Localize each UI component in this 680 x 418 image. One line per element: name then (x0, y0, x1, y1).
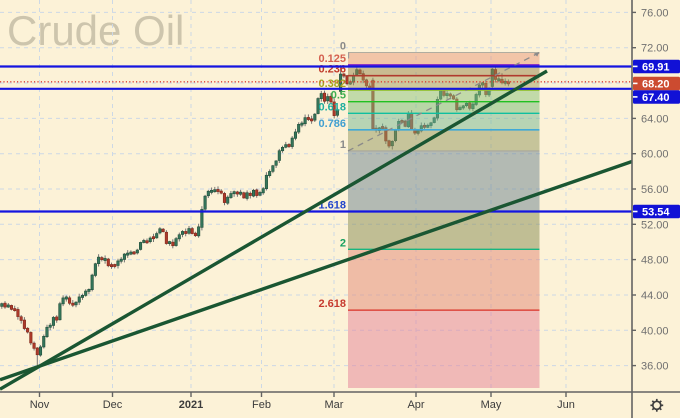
svg-text:Mar: Mar (325, 399, 344, 411)
svg-text:48.00: 48.00 (641, 255, 669, 267)
svg-text:53.54: 53.54 (642, 207, 670, 219)
svg-text:0.5: 0.5 (331, 90, 346, 102)
svg-text:1: 1 (340, 139, 346, 151)
svg-text:1.618: 1.618 (318, 200, 346, 212)
svg-text:52.00: 52.00 (641, 219, 669, 231)
svg-text:72.00: 72.00 (641, 43, 669, 55)
svg-text:68.20: 68.20 (642, 79, 670, 91)
svg-text:Dec: Dec (103, 399, 123, 411)
svg-text:60.00: 60.00 (641, 149, 669, 161)
svg-text:40.00: 40.00 (641, 325, 669, 337)
svg-text:Nov: Nov (30, 399, 50, 411)
svg-text:Crude Oil: Crude Oil (7, 7, 184, 54)
svg-text:Jun: Jun (557, 399, 575, 411)
svg-text:67.40: 67.40 (642, 92, 670, 104)
svg-text:36.00: 36.00 (641, 361, 669, 373)
svg-text:May: May (481, 399, 502, 411)
svg-text:0.786: 0.786 (318, 118, 346, 130)
svg-text:44.00: 44.00 (641, 290, 669, 302)
svg-text:76.00: 76.00 (641, 7, 669, 19)
svg-text:0.382: 0.382 (318, 78, 346, 90)
svg-text:0.618: 0.618 (318, 101, 346, 113)
svg-text:2: 2 (340, 237, 346, 249)
svg-text:Feb: Feb (252, 399, 271, 411)
svg-text:2021: 2021 (179, 399, 203, 411)
svg-text:56.00: 56.00 (641, 184, 669, 196)
svg-text:69.91: 69.91 (642, 62, 670, 74)
svg-text:0: 0 (340, 41, 346, 53)
svg-text:0.125: 0.125 (318, 53, 346, 65)
svg-text:Apr: Apr (407, 399, 424, 411)
svg-text:64.00: 64.00 (641, 113, 669, 125)
svg-text:2.618: 2.618 (318, 298, 346, 310)
